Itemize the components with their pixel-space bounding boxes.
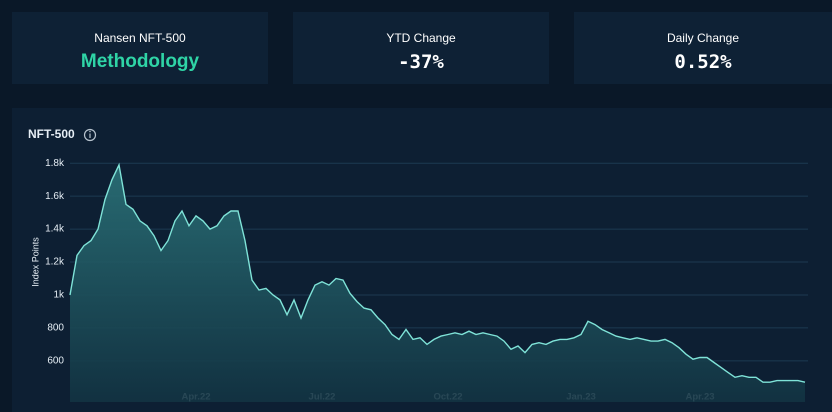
y-tick-label: 600: [47, 355, 64, 366]
card-label: Daily Change: [666, 31, 740, 45]
line: [69, 162, 806, 383]
y-tick-label: 800: [47, 323, 64, 334]
card: Daily Change 0.52%: [574, 12, 832, 84]
chart-title: NFT-500: [28, 127, 75, 141]
y-axis-label: Index Points: [30, 237, 40, 287]
y-tick-label: 1k: [53, 290, 65, 301]
card-label: Nansen NFT-500: [94, 31, 186, 45]
info-icon[interactable]: [83, 128, 97, 142]
card-label: YTD Change: [386, 31, 456, 45]
y-tick-label: 1.4k: [45, 224, 65, 235]
y-tick-label: 1.8k: [45, 158, 65, 169]
card: YTD Change -37%: [293, 12, 549, 84]
card-value: -37%: [398, 51, 444, 73]
methodology-link[interactable]: Methodology: [80, 51, 200, 72]
card-value: 0.52%: [674, 51, 732, 73]
area-fill: [70, 164, 805, 402]
card: Nansen NFT-500 Methodology: [12, 12, 268, 84]
y-tick-label: 1.2k: [45, 257, 65, 268]
y-tick-label: 1.6k: [45, 191, 65, 202]
